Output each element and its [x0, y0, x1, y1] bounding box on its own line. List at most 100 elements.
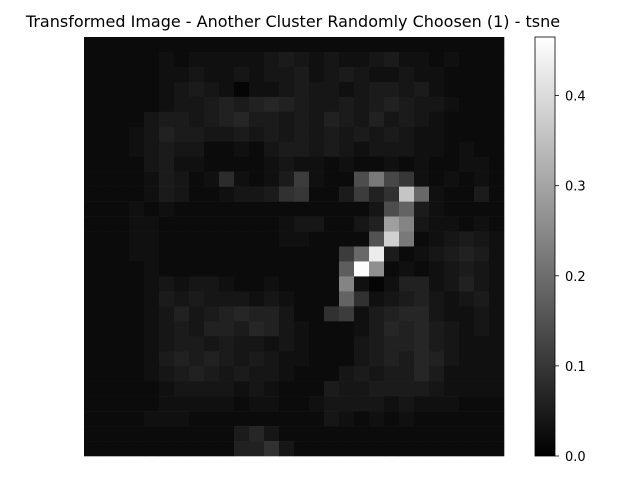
heatmap-cell [429, 51, 445, 68]
heatmap-cell [294, 141, 310, 158]
heatmap-cell [249, 396, 265, 412]
heatmap-cell [339, 426, 355, 442]
heatmap-cell [279, 411, 295, 427]
colorbar-tick-label: 0.0 [565, 450, 586, 465]
heatmap-cell [339, 351, 355, 367]
heatmap-cell [234, 396, 250, 412]
heatmap-cell [159, 276, 175, 292]
heatmap-cell [474, 111, 490, 128]
heatmap-cell [354, 336, 370, 352]
heatmap-cell [414, 336, 430, 352]
heatmap-cell [369, 216, 385, 232]
heatmap-cell [174, 366, 190, 382]
heatmap-cell [399, 246, 415, 262]
heatmap-cell [444, 261, 460, 277]
heatmap-cell [324, 276, 340, 292]
heatmap-cell [399, 291, 415, 307]
heatmap-cell [429, 321, 445, 337]
heatmap-cell [234, 81, 250, 98]
heatmap-cell [324, 141, 340, 158]
heatmap-cell [264, 111, 280, 128]
heatmap-cell [459, 51, 475, 68]
heatmap-cell [429, 231, 445, 247]
heatmap-cell [369, 336, 385, 352]
heatmap-cell [444, 411, 460, 427]
heatmap-cell [114, 216, 130, 232]
heatmap-cell [159, 81, 175, 98]
heatmap-cell [159, 291, 175, 307]
heatmap-cell [294, 396, 310, 412]
heatmap-cell [369, 171, 385, 187]
heatmap-cell [174, 381, 190, 397]
heatmap-cell [219, 411, 235, 427]
heatmap-cell [204, 66, 220, 83]
heatmap-cell [219, 66, 235, 83]
heatmap-cell [219, 366, 235, 382]
heatmap-cell [99, 261, 115, 277]
heatmap-cell [159, 37, 175, 53]
heatmap-cell [354, 216, 370, 232]
heatmap-cell [444, 231, 460, 247]
heatmap-cell [99, 396, 115, 412]
heatmap-cell [249, 37, 265, 53]
heatmap-cell [189, 156, 205, 172]
heatmap-cell [219, 441, 235, 457]
heatmap-cell [369, 81, 385, 98]
heatmap-cell [429, 291, 445, 307]
heatmap-cell [444, 396, 460, 412]
heatmap-cell [174, 276, 190, 292]
heatmap-cell [489, 396, 505, 412]
heatmap-cell [399, 411, 415, 427]
heatmap-cell [489, 291, 505, 307]
heatmap-cell [339, 51, 355, 68]
heatmap-cell [294, 366, 310, 382]
heatmap-cell [279, 186, 295, 202]
heatmap-cell [309, 261, 325, 277]
heatmap-cell [459, 96, 475, 113]
heatmap-cell [309, 336, 325, 352]
heatmap-cell [474, 66, 490, 83]
heatmap-cell [84, 261, 100, 277]
heatmap-cell [234, 411, 250, 427]
heatmap-cell [354, 156, 370, 172]
heatmap-cell [204, 37, 220, 53]
heatmap-cell [249, 51, 265, 68]
heatmap-cell [294, 246, 310, 262]
heatmap-cell [459, 111, 475, 128]
heatmap-cell [399, 156, 415, 172]
heatmap-cell [84, 306, 100, 322]
heatmap-cell [444, 306, 460, 322]
heatmap-cell [189, 171, 205, 187]
heatmap-cell [294, 81, 310, 98]
heatmap-cell [324, 66, 340, 83]
heatmap-cell [354, 276, 370, 292]
heatmap-cell [204, 396, 220, 412]
heatmap-cell [144, 246, 160, 262]
heatmap-cell [324, 37, 340, 53]
heatmap-cell [474, 126, 490, 143]
heatmap-cell [384, 351, 400, 367]
heatmap-cell [429, 276, 445, 292]
heatmap-cell [384, 81, 400, 98]
heatmap-cell [474, 411, 490, 427]
heatmap-cell [174, 231, 190, 247]
heatmap-cell [354, 366, 370, 382]
heatmap-cell [99, 111, 115, 128]
heatmap-cell [204, 81, 220, 98]
heatmap-cell [354, 37, 370, 53]
heatmap-cell [324, 411, 340, 427]
heatmap-cell [279, 291, 295, 307]
heatmap-cell [369, 396, 385, 412]
heatmap-cell [279, 37, 295, 53]
heatmap-cell [204, 441, 220, 457]
heatmap-cell [159, 261, 175, 277]
heatmap-cell [474, 186, 490, 202]
heatmap-cell [84, 246, 100, 262]
heatmap-cell [84, 171, 100, 187]
heatmap-cell [339, 381, 355, 397]
heatmap-cell [129, 66, 145, 83]
heatmap-cell [204, 111, 220, 128]
heatmap-cell [204, 156, 220, 172]
heatmap-cell [309, 37, 325, 53]
heatmap-cell [489, 426, 505, 442]
